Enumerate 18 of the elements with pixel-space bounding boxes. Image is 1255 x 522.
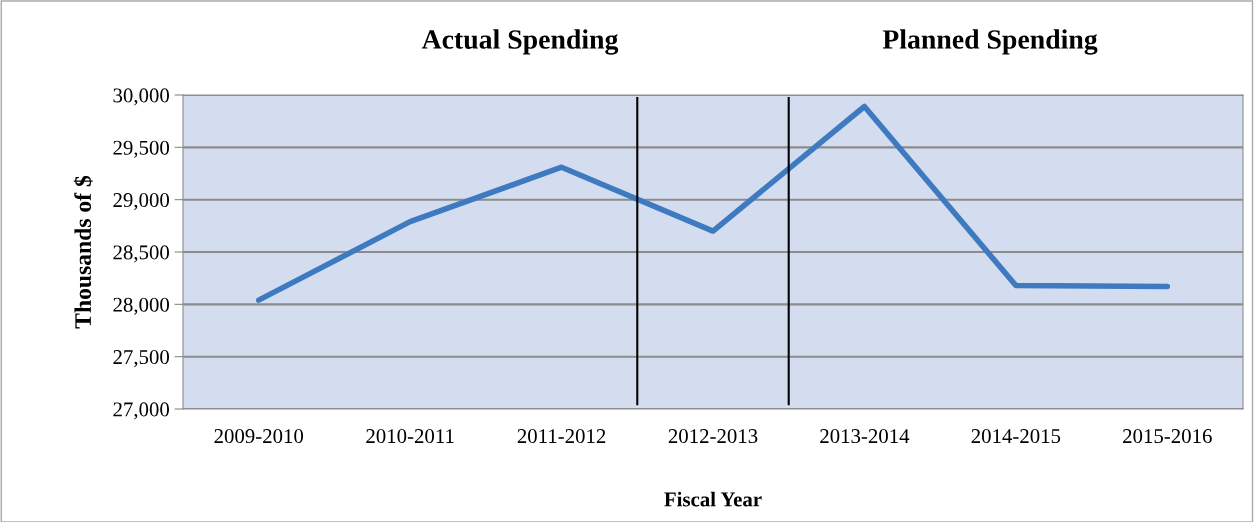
y-axis-title: Thousands of $ <box>73 175 93 329</box>
y-tick-label: 29,000 <box>113 193 170 211</box>
text: Actual Spending <box>421 29 619 55</box>
y-tick-label: 28,000 <box>113 297 170 315</box>
y-tick-label: 28,500 <box>113 245 170 263</box>
x-tick-label: 2013-2014 <box>820 429 910 444</box>
x-tick-label: 2015-2016 <box>1123 429 1212 444</box>
x-tick-label: 2014-2015 <box>971 429 1061 444</box>
y-tick-label: 27,500 <box>113 350 170 368</box>
x-tick-label: 2011-2012 <box>517 429 606 444</box>
x-tick-label: 2012-2013 <box>668 429 758 444</box>
x-tick-label: 2009-2010 <box>214 429 304 444</box>
x-tick-label: 2010-2011 <box>366 429 454 444</box>
text: Planned Spending <box>882 29 1098 55</box>
y-tick-label: 27,000 <box>113 402 170 420</box>
x-axis-title: Fiscal Year <box>664 491 762 507</box>
y-tick-label: 29,500 <box>113 140 170 158</box>
y-tick-label: 30,000 <box>113 88 170 106</box>
